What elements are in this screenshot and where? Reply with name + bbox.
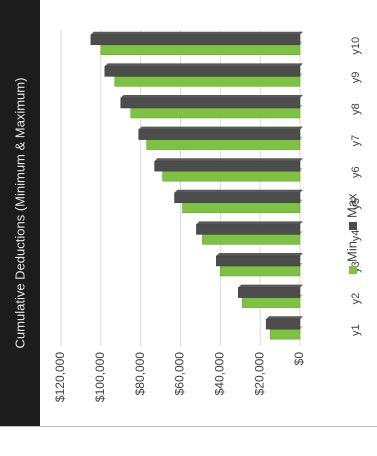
value-tick-label: $80,000 (133, 352, 147, 396)
legend-label-max: Max (344, 193, 359, 218)
bar-min (269, 328, 301, 340)
bar-top-face (154, 158, 303, 162)
value-axis: $0 $20,000 $40,000 $60,000 $80,000 $100,000 $1… (53, 352, 306, 402)
bar-top-face (266, 316, 303, 320)
bar-min (220, 265, 301, 277)
bar-min (130, 107, 301, 119)
legend-swatch-max (349, 222, 357, 230)
bar-top-face (138, 126, 303, 130)
chart-title: Cumulative Deductions (Minimum & Maximum… (12, 77, 28, 349)
category-label: y6 (350, 166, 362, 178)
category-label: y9 (350, 72, 362, 84)
category-label: y7 (350, 135, 362, 147)
bar-max (238, 287, 301, 298)
bar-top-face (90, 31, 303, 35)
bar-max (174, 192, 301, 204)
bar-min (146, 139, 301, 150)
value-tick-label: $120,000 (53, 352, 67, 402)
bar-min (182, 202, 301, 214)
bar-max (196, 224, 301, 235)
bar-max (216, 255, 301, 267)
category-label: y5 (350, 198, 362, 210)
value-tick-label: $60,000 (173, 352, 187, 396)
bar-min (162, 170, 301, 182)
bars (90, 31, 304, 340)
bottom-rule (0, 426, 377, 427)
legend-label-min: Min (344, 241, 359, 262)
value-tick-label: $100,000 (93, 352, 107, 402)
category-axis: y1y2y3y4y5y6y7y8y9y10 (350, 37, 362, 336)
bar-top-face (120, 95, 303, 98)
legend-swatch-min (349, 266, 357, 274)
bar-max (138, 129, 301, 140)
category-label: y1 (350, 324, 362, 336)
bar-min (241, 297, 301, 308)
bar-max (104, 66, 301, 77)
bar-top-face (238, 284, 303, 288)
bar-top-face (196, 221, 303, 225)
bar-top-face (174, 189, 303, 193)
category-label: y10 (350, 37, 362, 55)
chart-plot: $0 $20,000 $40,000 $60,000 $80,000 $100,000 $1… (53, 30, 362, 402)
value-tick-label: $20,000 (252, 352, 266, 396)
bar-min (100, 44, 301, 56)
legend: Min Max (344, 193, 359, 274)
bar-max (90, 34, 301, 46)
bar-max (154, 160, 301, 172)
bar-top-face (104, 63, 303, 67)
category-label: y4 (350, 230, 362, 242)
bar-top-face (216, 253, 303, 256)
bar-max (265, 318, 301, 330)
value-tick-label: $0 (292, 352, 306, 366)
value-tick-label: $40,000 (213, 352, 227, 396)
category-label: y2 (350, 293, 362, 305)
bar-min (202, 234, 301, 245)
category-label: y8 (350, 103, 362, 115)
title-bar: Cumulative Deductions (Minimum & Maximum… (0, 0, 40, 426)
bar-min (114, 76, 301, 87)
bar-max (120, 97, 301, 109)
